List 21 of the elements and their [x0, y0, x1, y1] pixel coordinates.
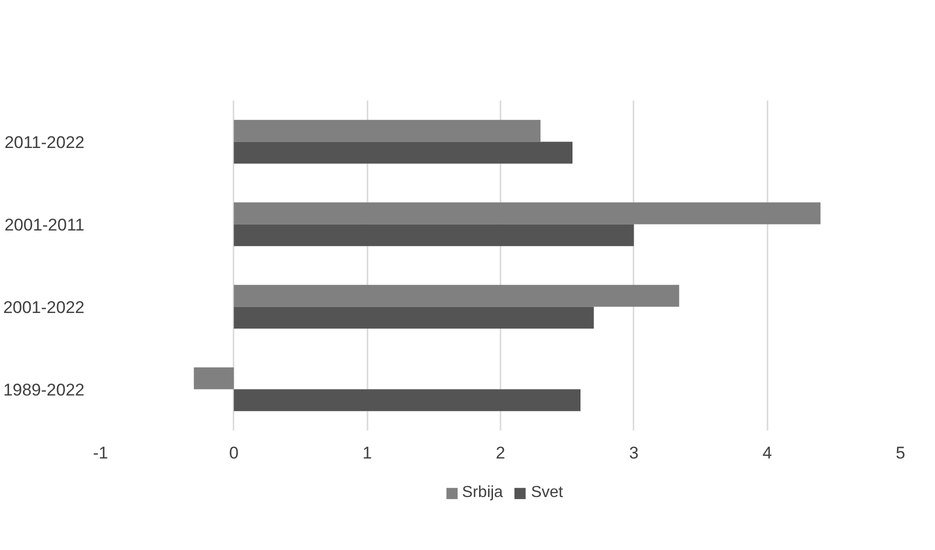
bar: [194, 367, 234, 390]
legend-label: Svet: [530, 484, 563, 502]
y-tick-label: 1989-2022: [3, 380, 85, 400]
bar: [234, 284, 680, 307]
bar: [234, 224, 634, 246]
x-tick-label: 1: [362, 444, 372, 462]
x-tick-label: -1: [92, 444, 108, 462]
x-tick-label: 0: [229, 444, 239, 462]
x-tick-label: 3: [629, 444, 639, 462]
x-tick-label: 4: [762, 444, 772, 462]
bar: [234, 120, 540, 142]
bar: [234, 202, 820, 224]
y-tick-label: 2011-2022: [4, 132, 85, 152]
legend-label: Srbija: [462, 484, 503, 502]
bar: [234, 306, 594, 329]
y-tick-label: 2001-2022: [3, 298, 85, 317]
x-tick-label: 5: [896, 444, 906, 462]
bar: [234, 389, 580, 412]
bar: [234, 142, 572, 164]
y-tick-label: 2001-2011: [4, 215, 85, 234]
x-tick-label: 2: [496, 444, 506, 462]
